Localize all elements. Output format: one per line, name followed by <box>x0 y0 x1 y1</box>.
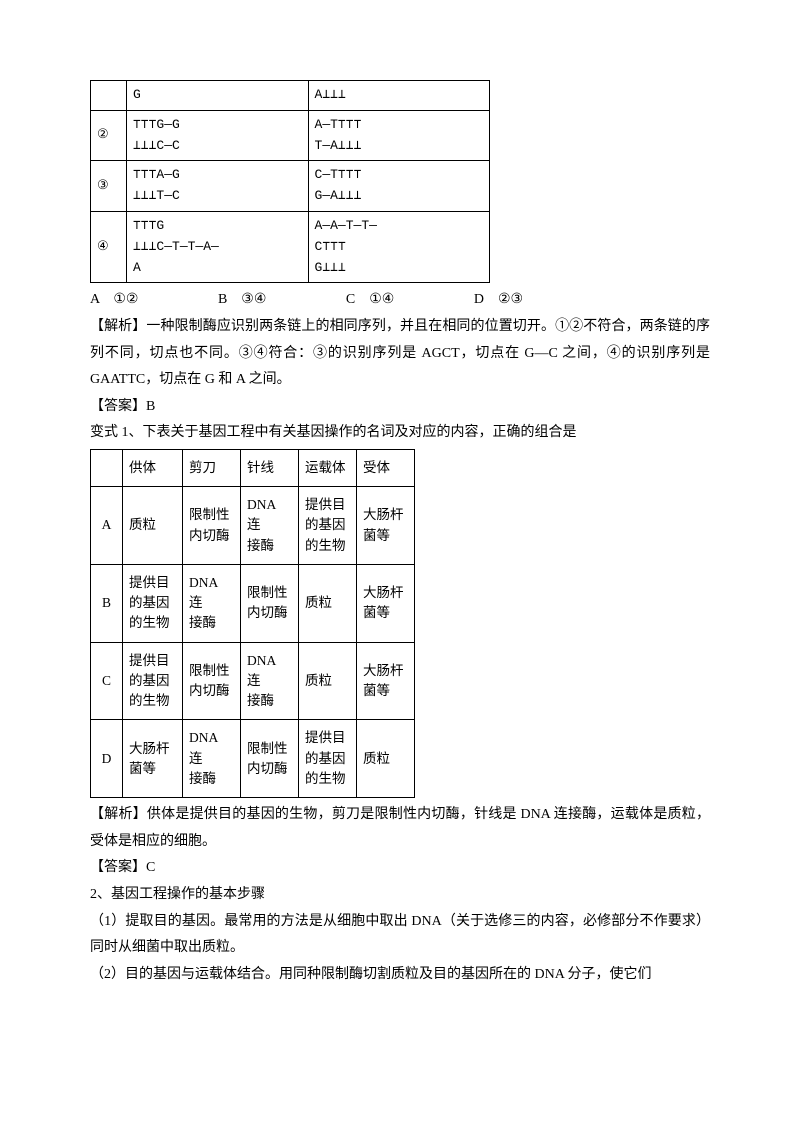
dna-right: A—A—T—T— C⊤⊤⊤ G⊥⊥⊥ <box>308 211 489 282</box>
dna-left: ⊤⊤⊤G ⊥⊥⊥C—T—T—A— A <box>126 211 308 282</box>
row-num <box>91 81 127 111</box>
dna-right: A⊥⊥⊥ <box>308 81 489 111</box>
answer-text: 【答案】B <box>90 394 710 421</box>
step-text: （1）提取目的基因。最常用的方法是从细胞中取出 DNA（关于选修三的内容，必修部… <box>90 909 710 962</box>
answer-options: A ①② B ③④ C ①④ D ②③ <box>90 287 710 314</box>
table-row: C 提供目的基因的生物 限制性内切酶 DNA 连接酶 质粒 大肠杆菌等 <box>91 642 415 720</box>
dna-right: A—T⊤⊤⊤ T—A⊥⊥⊥ <box>308 110 489 161</box>
dna-left: G <box>126 81 308 111</box>
table-row: D 大肠杆菌等 DNA 连接酶 限制性内切酶 提供目的基因的生物 质粒 <box>91 720 415 798</box>
eng-header: 运载体 <box>299 449 357 486</box>
eng-header: 受体 <box>357 449 415 486</box>
eng-header: 供体 <box>123 449 183 486</box>
dna-left: ⊤⊤⊤G—G ⊥⊥⊥C—C <box>126 110 308 161</box>
row-num: ③ <box>91 161 127 212</box>
table-row: A 质粒 限制性内切酶 DNA 连接酶 提供目的基因的生物 大肠杆菌等 <box>91 487 415 565</box>
dna-right: C—T⊤⊤⊤ G—A⊥⊥⊥ <box>308 161 489 212</box>
row-num: ② <box>91 110 127 161</box>
analysis-text: 【解析】供体是提供目的基因的生物，剪刀是限制性内切酶，针线是 DNA 连接酶，运… <box>90 802 710 855</box>
answer-text: 【答案】C <box>90 855 710 882</box>
eng-header: 剪刀 <box>183 449 241 486</box>
step-text: （2）目的基因与运载体结合。用同种限制酶切割质粒及目的基因所在的 DNA 分子，… <box>90 962 710 989</box>
dna-sequence-table: G A⊥⊥⊥ ② ⊤⊤⊤G—G ⊥⊥⊥C—C A—T⊤⊤⊤ T—A⊥⊥⊥ ③ ⊤… <box>90 80 490 283</box>
dna-left: ⊤⊤⊤A—G ⊥⊥⊥T—C <box>126 161 308 212</box>
eng-header <box>91 449 123 486</box>
eng-header: 针线 <box>241 449 299 486</box>
gene-engineering-table: 供体 剪刀 针线 运载体 受体 A 质粒 限制性内切酶 DNA 连接酶 提供目的… <box>90 449 415 798</box>
row-num: ④ <box>91 211 127 282</box>
table-row: B 提供目的基因的生物 DNA 连接酶 限制性内切酶 质粒 大肠杆菌等 <box>91 564 415 642</box>
section-heading: 2、基因工程操作的基本步骤 <box>90 882 710 909</box>
analysis-text: 【解析】一种限制酶应识别两条链上的相同序列，并且在相同的位置切开。①②不符合，两… <box>90 314 710 394</box>
variant-prompt: 变式 1、下表关于基因工程中有关基因操作的名词及对应的内容，正确的组合是 <box>90 420 710 447</box>
